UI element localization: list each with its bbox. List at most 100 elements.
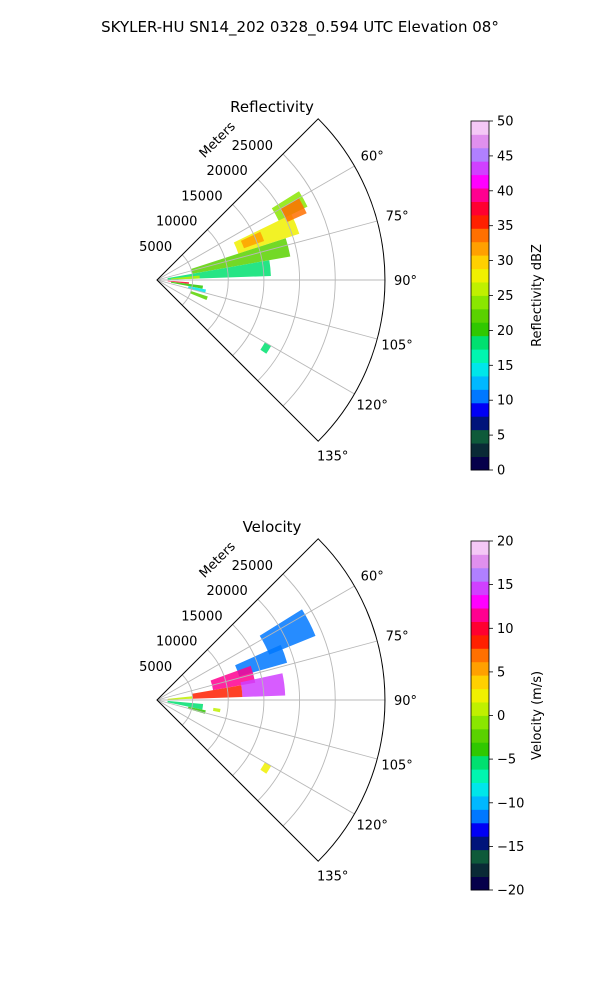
colorbar-swatch — [471, 429, 489, 444]
colorbar-tick-label: 20 — [497, 535, 514, 550]
colorbar-tick-label: 15 — [497, 359, 514, 374]
radar-echo — [260, 762, 272, 774]
azimuth-gridline — [156, 699, 355, 815]
radar-echo — [190, 238, 291, 274]
colorbar-swatch — [471, 661, 489, 676]
colorbar-swatch — [471, 121, 489, 135]
colorbar-tick-label: 45 — [497, 149, 514, 164]
range-tick-label: 20000 — [206, 164, 247, 179]
reflectivity-panel: Reflectivity 60° 75° 90° 105° 120° 135° 5000 100… — [139, 98, 417, 465]
reflectivity-colorbar: 0 5 10 15 20 25 30 35 40 45 50 Reflectivity dBZ — [470, 115, 545, 479]
colorbar-swatch — [471, 268, 489, 283]
colorbar-tick-label: 5 — [497, 429, 505, 444]
colorbar-swatch — [471, 335, 489, 350]
colorbar-swatch — [471, 282, 489, 296]
range-tick-label: 25000 — [232, 559, 273, 574]
azimuth-gridline — [156, 279, 355, 395]
colorbar-tick-label: 35 — [497, 219, 514, 234]
radar-echo — [213, 707, 221, 713]
azimuth-tick-label: 60° — [361, 150, 384, 165]
radar-echo — [260, 342, 272, 354]
colorbar-swatch — [471, 742, 489, 757]
range-tick-label: 5000 — [139, 660, 172, 675]
colorbar-tick-label: 10 — [497, 394, 514, 409]
colorbar-swatch — [471, 728, 489, 743]
azimuth-tick-label: 105° — [381, 758, 412, 773]
colorbar-swatch — [471, 769, 489, 784]
colorbar-swatch — [471, 634, 489, 649]
colorbar-swatch — [471, 362, 489, 377]
colorbar-swatch — [471, 581, 489, 596]
azimuth-tick-label: 90° — [394, 274, 417, 289]
range-tick-label: 5000 — [139, 240, 172, 255]
colorbar-swatch — [471, 201, 489, 216]
azimuth-tick-label: 120° — [357, 398, 388, 413]
azimuth-tick-label: 135° — [317, 870, 348, 885]
colorbar-swatch — [471, 443, 489, 457]
colorbar-tick-label: 50 — [497, 115, 514, 130]
colorbar-tick-label: 25 — [497, 289, 514, 304]
azimuth-gridline — [156, 220, 378, 281]
colorbar-swatch — [471, 349, 489, 364]
azimuth-gridline — [156, 699, 378, 760]
colorbar-swatch — [471, 648, 489, 663]
azimuth-tick-label: 75° — [386, 210, 409, 225]
colorbar-swatch — [471, 675, 489, 690]
colorbar-swatch — [471, 228, 489, 243]
radar-echo — [167, 280, 189, 284]
colorbar-swatch — [471, 782, 489, 797]
radar-echo — [259, 609, 316, 655]
azimuth-gridline — [156, 640, 378, 701]
colorbar-swatch — [471, 715, 489, 730]
sector-outline — [156, 538, 386, 862]
colorbar-swatch — [471, 608, 489, 622]
panel-title: Velocity — [243, 518, 302, 536]
colorbar-swatch — [471, 389, 489, 404]
colorbar-swatch — [471, 161, 489, 176]
colorbar-swatch — [471, 308, 489, 323]
range-tick-label: 15000 — [181, 609, 222, 624]
colorbar-tick-label: 20 — [497, 324, 514, 339]
radar-echo — [192, 685, 243, 699]
azimuth-gridline — [156, 165, 355, 281]
velocity-panel: Velocity 60° 75° 90° 105° 120° 135° 5000 10000 15… — [139, 518, 417, 885]
figure-suptitle: SKYLER-HU SN14_202 0328_0.594 UTC Elevat… — [101, 18, 499, 37]
colorbar-swatch — [471, 796, 489, 810]
colorbar-swatch — [471, 255, 489, 270]
colorbar-swatch — [471, 836, 489, 851]
colorbar-tick-label: 40 — [497, 184, 514, 199]
colorbar-swatch — [471, 863, 489, 877]
colorbar-swatch — [471, 241, 489, 256]
colorbar-swatch — [471, 702, 489, 716]
colorbar-swatch — [471, 376, 489, 390]
panel-title: Reflectivity — [230, 98, 314, 116]
colorbar-swatch — [471, 295, 489, 310]
range-tick-label: 10000 — [156, 635, 197, 650]
radar-echo — [167, 700, 204, 710]
colorbar-label: Velocity (m/s) — [530, 671, 545, 760]
radar-echo — [190, 291, 208, 300]
colorbar-label: Reflectivity dBZ — [530, 244, 545, 347]
colorbar-swatch — [471, 688, 489, 703]
radar-echo — [171, 281, 203, 289]
colorbar-swatch — [471, 174, 489, 189]
colorbar-tick-label: 15 — [497, 578, 514, 593]
velocity-colorbar: −20 −15 −10 −5 0 5 10 15 20 Velocity (m/s) — [470, 535, 545, 899]
colorbar-swatch — [471, 188, 489, 202]
colorbar-swatch — [471, 621, 489, 636]
colorbar-swatch — [471, 322, 489, 337]
azimuth-tick-label: 60° — [361, 570, 384, 585]
azimuth-gridline — [156, 585, 355, 701]
range-tick-label: 20000 — [206, 584, 247, 599]
colorbar-swatch — [471, 147, 489, 162]
azimuth-tick-label: 135° — [317, 450, 348, 465]
radar-echo — [167, 696, 193, 700]
colorbar-swatch — [471, 541, 489, 555]
echo-layer — [157, 191, 308, 354]
radar-echo — [188, 286, 206, 293]
colorbar-swatch — [471, 594, 489, 609]
colorbar-swatch — [471, 755, 489, 770]
colorbar-swatch — [471, 809, 489, 824]
colorbar-swatch — [471, 134, 489, 149]
